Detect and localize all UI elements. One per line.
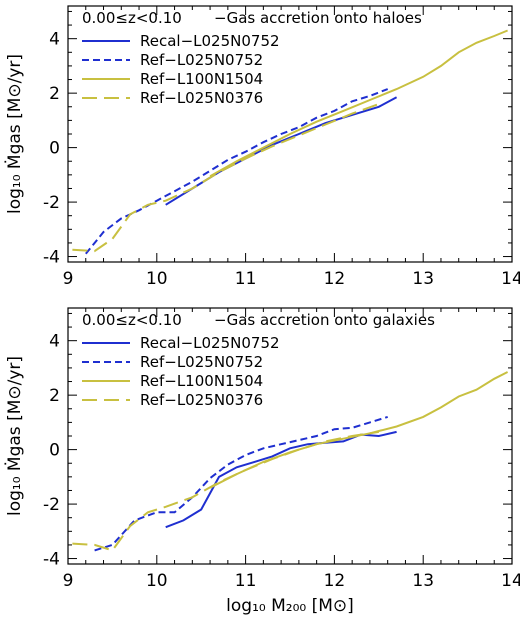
y-tick-label: -2 (43, 193, 60, 213)
x-tick-label: 10 (146, 571, 168, 591)
y-tick-label: 2 (49, 386, 60, 406)
plot-frame (67, 307, 513, 565)
y-tick-label: -4 (43, 248, 60, 268)
series-line-1 (165, 96, 398, 206)
legend-label: Recal−L025N0752 (140, 334, 280, 352)
x-tick-label: 10 (146, 269, 168, 289)
y-tick-label: 4 (49, 332, 60, 352)
legend-label: Ref−L025N0376 (140, 391, 263, 409)
legend-label: Recal−L025N0752 (140, 32, 280, 50)
x-tick-label: 11 (235, 571, 257, 591)
legend-label: Ref−L025N0752 (140, 51, 263, 69)
x-tick-label: 14 (501, 571, 520, 591)
series-line-4 (72, 430, 379, 552)
x-tick-label: 11 (235, 269, 257, 289)
x-axis-title: log₁₀ M₂₀₀ [M⊙] (226, 596, 354, 616)
series-line-1 (165, 430, 397, 529)
panel-annotation: −Gas accretion onto haloes (214, 9, 422, 27)
y-tick-label: 2 (49, 84, 60, 104)
y-tick-label: 0 (49, 441, 60, 461)
x-tick-label: 12 (324, 571, 346, 591)
panel-annotation: −Gas accretion onto galaxies (214, 311, 435, 329)
legend-label: Ref−L100N1504 (140, 372, 263, 390)
series-line-2 (85, 88, 389, 255)
panel-2: 9 10 11 12 13 14 -4 -2 0 2 4 log₁₀ Ṁgas [M⊙/yr] log₁… (4, 307, 520, 616)
legend-label: Ref−L025N0752 (140, 353, 263, 371)
y-axis-title: log₁₀ Ṁgas [M⊙/yr] (4, 54, 25, 214)
x-tick-label: 9 (63, 571, 74, 591)
y-tick-label: -2 (43, 495, 60, 515)
series-line-4 (72, 103, 380, 253)
y-tick-label: 4 (49, 30, 60, 50)
x-tick-label: 14 (501, 269, 520, 289)
legend-label: Ref−L025N0376 (140, 89, 263, 107)
x-tick-label: 13 (412, 571, 434, 591)
y-tick-label: -4 (43, 550, 60, 570)
redshift-range-label: 0.00≤z<0.10 (82, 311, 182, 329)
x-tick-label: 9 (63, 269, 74, 289)
series-line-2 (94, 415, 388, 552)
y-axis-title: log₁₀ Ṁgas [M⊙/yr] (4, 356, 25, 516)
series-line-3 (209, 29, 508, 178)
legend-label: Ref−L100N1504 (140, 70, 263, 88)
x-tick-label: 13 (412, 269, 434, 289)
x-tick-label: 12 (324, 269, 346, 289)
y-tick-label: 0 (49, 139, 60, 159)
panel-1: 9 10 11 12 13 14 -4 -2 0 2 4 log₁₀ Ṁgas [M⊙/yr] 0.00… (4, 5, 520, 289)
redshift-range-label: 0.00≤z<0.10 (82, 9, 182, 27)
